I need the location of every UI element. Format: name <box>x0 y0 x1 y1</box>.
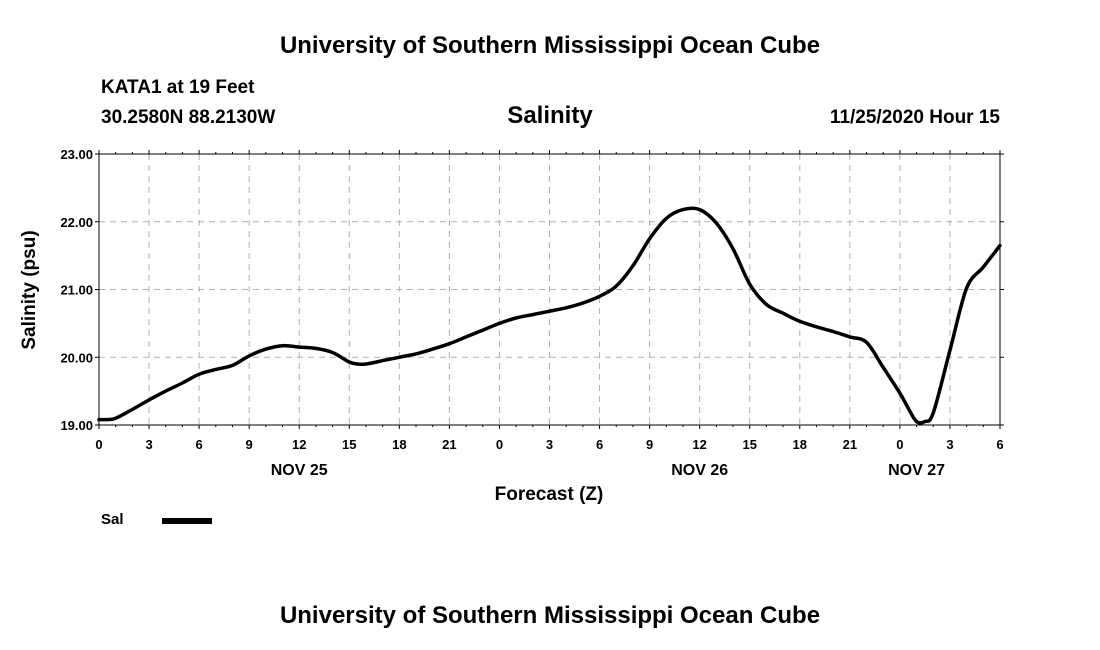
x-tick-label: 3 <box>546 437 553 452</box>
x-tick-label: 18 <box>392 437 406 452</box>
y-tick-label: 20.00 <box>60 350 93 365</box>
date-label: NOV 25 <box>271 462 328 479</box>
x-axis-label: Forecast (Z) <box>495 484 604 505</box>
x-tick-label: 9 <box>246 437 253 452</box>
chart-title: Salinity <box>507 102 593 129</box>
datetime-label: 11/25/2020 Hour 15 <box>829 107 1000 128</box>
y-tick-label: 19.00 <box>60 418 93 433</box>
x-tick-label: 12 <box>292 437 306 452</box>
series-line-sal <box>97 206 1002 425</box>
x-tick-label: 6 <box>195 437 202 452</box>
station-label: KATA1 at 19 Feet <box>101 77 255 98</box>
x-tick-label: 0 <box>95 437 102 452</box>
x-tick-label: 6 <box>596 437 603 452</box>
x-tick-label: 0 <box>496 437 503 452</box>
x-tick-label: 15 <box>342 437 356 452</box>
page-title: University of Southern Mississippi Ocean… <box>279 32 821 59</box>
footer-title: University of Southern Mississippi Ocean… <box>279 602 821 629</box>
legend-label: Sal <box>101 511 124 528</box>
grid <box>99 154 1000 425</box>
axes <box>95 150 1004 429</box>
x-tick-label: 3 <box>145 437 152 452</box>
y-tick-label: 23.00 <box>60 147 93 162</box>
legend-swatch <box>162 518 212 524</box>
x-tick-label: 21 <box>843 437 857 452</box>
x-tick-label: 21 <box>442 437 456 452</box>
y-axis-label: Salinity (psu) <box>19 230 40 349</box>
x-tick-label: 6 <box>996 437 1003 452</box>
series-layer <box>97 206 1002 425</box>
x-tick-label: 15 <box>742 437 756 452</box>
tick-labels: 19.00 20.00 21.00 22.00 23.00 0 3 6 9 12 15 18 21 0 3 6… <box>60 147 1003 479</box>
y-tick-label: 21.00 <box>60 283 93 298</box>
location-label: 30.2580N 88.2130W <box>101 107 276 128</box>
y-tick-label: 22.00 <box>60 215 93 230</box>
date-label: NOV 26 <box>671 462 728 479</box>
x-tick-label: 9 <box>646 437 653 452</box>
x-tick-label: 0 <box>896 437 903 452</box>
x-tick-label: 18 <box>793 437 807 452</box>
x-tick-label: 12 <box>692 437 706 452</box>
x-tick-label: 3 <box>946 437 953 452</box>
plot-frame <box>98 153 1001 426</box>
date-label: NOV 27 <box>888 462 945 479</box>
